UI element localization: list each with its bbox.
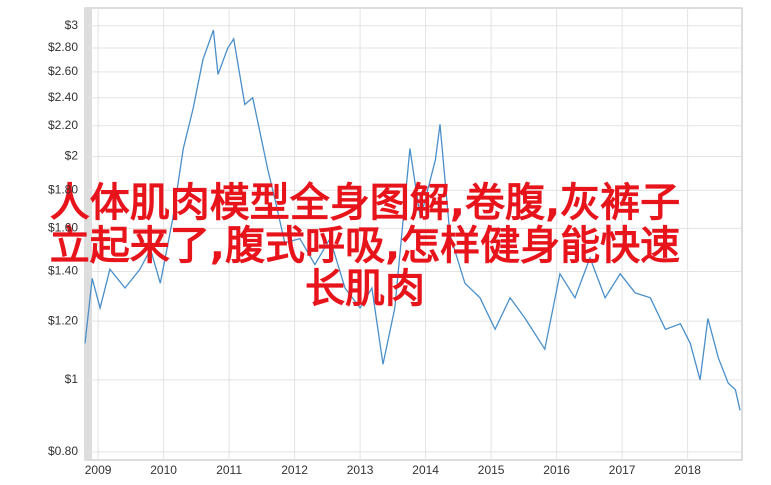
shade xyxy=(85,8,92,460)
y-tick-label: $2.80 xyxy=(48,40,78,54)
x-tick-label: 2018 xyxy=(674,463,701,477)
y-tick-label: $1.80 xyxy=(48,183,78,197)
plot-frame xyxy=(84,7,743,461)
y-tick-label: $0.80 xyxy=(48,444,78,458)
x-tick-label: 2013 xyxy=(347,463,374,477)
y-tick-label: $1.20 xyxy=(48,313,78,327)
y-tick-label: $3 xyxy=(65,18,79,32)
y-tick-label: $2.20 xyxy=(48,118,78,132)
y-tick-label: $2 xyxy=(65,149,79,163)
x-tick-label: 2012 xyxy=(281,463,308,477)
overlay-text: 长肌肉 xyxy=(305,266,425,312)
y-tick-label: $2.40 xyxy=(48,90,78,104)
y-tick-label: $1 xyxy=(65,372,79,386)
x-tick-label: 2016 xyxy=(543,463,570,477)
x-tick-label: 2009 xyxy=(85,463,112,477)
x-tick-label: 2015 xyxy=(478,463,505,477)
overlay-text: 立起来了,腹式呼吸,怎样健身能快速 xyxy=(50,223,680,269)
x-tick-label: 2014 xyxy=(412,463,439,477)
y-tick-label: $1.40 xyxy=(48,264,78,278)
x-tick-label: 2011 xyxy=(216,463,242,477)
y-tick-label: $1.60 xyxy=(48,221,78,235)
overlay-text: 人体肌肉模型全身图解,卷腹,灰裤子 xyxy=(50,180,680,226)
x-tick-label: 2010 xyxy=(150,463,177,477)
x-tick-label: 2017 xyxy=(609,463,636,477)
y-tick-label: $2.60 xyxy=(48,64,78,78)
price-line xyxy=(84,29,741,411)
